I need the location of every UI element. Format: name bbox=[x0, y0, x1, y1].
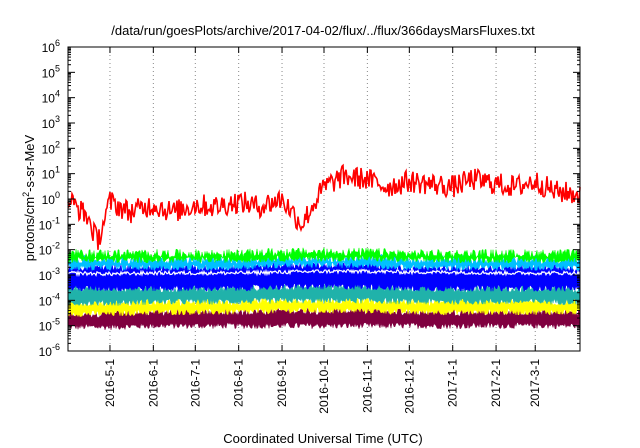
x-tick-label: 2016-7-1 bbox=[188, 359, 202, 407]
x-tick-label: 2017-2-1 bbox=[489, 359, 503, 407]
plot-frame bbox=[67, 46, 581, 352]
y-axis-label: protons/cm2-s-sr-MeV bbox=[21, 134, 37, 261]
y-tick-label: 10-3 bbox=[39, 266, 60, 283]
x-tick-label: 2016-5-1 bbox=[103, 359, 117, 407]
x-tick-label: 2017-3-1 bbox=[528, 359, 542, 407]
series-line-7 bbox=[67, 163, 581, 250]
x-tick-label: 2016-10-1 bbox=[317, 359, 331, 414]
y-tick-label: 10-6 bbox=[39, 342, 60, 359]
chart-title: /data/run/goesPlots/archive/2017-04-02/f… bbox=[111, 23, 535, 38]
x-tick-label: 2016-11-1 bbox=[360, 359, 374, 413]
y-axis-tick-labels: 10-6 10-5 10-4 10-3 10-2 10-1 100 101 102 103 104 1… bbox=[39, 38, 60, 359]
x-axis-label: Coordinated Universal Time (UTC) bbox=[223, 431, 422, 446]
x-tick-label: 2016-6-1 bbox=[146, 359, 160, 407]
x-tick-label: 2016-12-1 bbox=[402, 359, 416, 414]
y-tick-label: 101 bbox=[42, 165, 60, 182]
y-tick-label: 104 bbox=[42, 89, 60, 106]
series-line-6 bbox=[67, 268, 581, 277]
y-tick-label: 103 bbox=[42, 114, 60, 131]
y-tick-label: 105 bbox=[42, 63, 60, 80]
x-tick-label: 2016-8-1 bbox=[232, 359, 246, 407]
x-tick-label: 2016-9-1 bbox=[275, 359, 289, 407]
y-tick-label: 10-5 bbox=[39, 317, 60, 334]
y-tick-label: 106 bbox=[42, 38, 60, 55]
x-axis-tick-labels: 2016-5-1 2016-6-1 2016-7-1 2016-8-1 2016-9-1… bbox=[103, 359, 542, 414]
y-tick-label: 10-4 bbox=[39, 291, 60, 308]
y-tick-label: 10-1 bbox=[39, 215, 60, 232]
y-tick-label: 10-2 bbox=[39, 241, 60, 258]
x-tick-label: 2017-1-1 bbox=[446, 359, 460, 407]
y-tick-label: 102 bbox=[42, 139, 60, 156]
axes bbox=[67, 46, 581, 352]
y-tick-label: 100 bbox=[42, 190, 60, 207]
